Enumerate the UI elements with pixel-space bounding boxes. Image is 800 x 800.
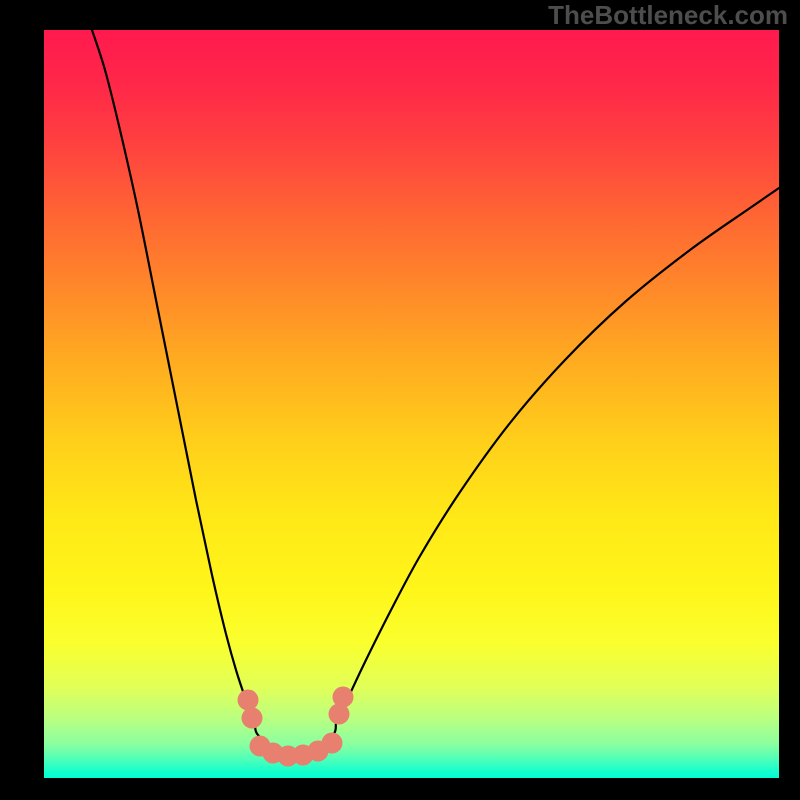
marker-point — [333, 687, 354, 708]
watermark-text: TheBottleneck.com — [548, 0, 788, 31]
marker-point — [238, 690, 259, 711]
marker-point — [322, 733, 343, 754]
curve-layer — [0, 0, 800, 800]
marker-point — [242, 708, 263, 729]
chart-container: TheBottleneck.com — [0, 0, 800, 800]
curve-left-branch — [92, 30, 255, 723]
curve-right-branch — [336, 188, 779, 723]
